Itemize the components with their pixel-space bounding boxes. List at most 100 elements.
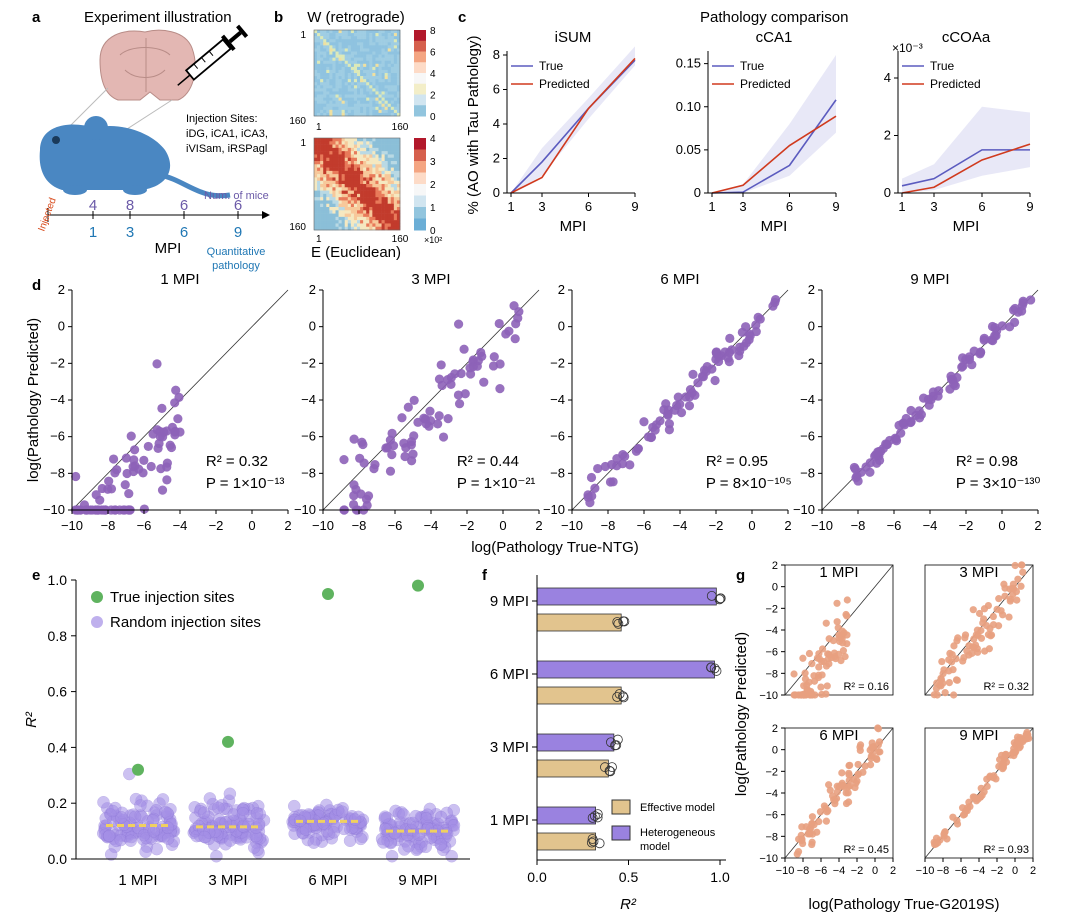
heatmap-cell bbox=[326, 95, 329, 98]
heatmap-cell bbox=[342, 39, 345, 42]
heatmap-cell bbox=[394, 48, 397, 51]
heatmap-cell bbox=[323, 70, 326, 73]
data-point bbox=[1017, 306, 1026, 315]
heatmap-cell bbox=[372, 48, 375, 51]
heatmap-cell bbox=[329, 187, 332, 191]
heatmap-cell bbox=[342, 161, 345, 165]
heatmap-cell bbox=[354, 141, 357, 145]
heatmap-cell bbox=[348, 48, 351, 51]
heatmap-cell bbox=[354, 39, 357, 42]
heatmap-cell bbox=[336, 36, 339, 39]
heatmap-cell bbox=[357, 70, 360, 73]
heatmap-cell bbox=[357, 148, 360, 152]
heatmap-cell bbox=[317, 48, 320, 51]
heatmap-cell bbox=[385, 82, 388, 85]
random-site-point bbox=[107, 805, 119, 817]
heatmap-cell bbox=[385, 79, 388, 82]
x-tick-label: −4 bbox=[173, 518, 188, 533]
data-point bbox=[882, 440, 891, 449]
heatmap-cell bbox=[382, 64, 385, 67]
heatmap-cell bbox=[339, 210, 342, 214]
heatmap-cell bbox=[394, 36, 397, 39]
heatmap-cell bbox=[388, 158, 391, 162]
heatmap-cell bbox=[375, 33, 378, 36]
heatmap-cell bbox=[339, 52, 342, 55]
heatmap-cell bbox=[348, 104, 351, 107]
data-point bbox=[690, 391, 699, 400]
heatmap-cell bbox=[366, 30, 369, 33]
heatmap-cell bbox=[394, 85, 397, 88]
heatmap-cell bbox=[351, 39, 354, 42]
heatmap-cell bbox=[351, 174, 354, 178]
data-point bbox=[735, 343, 744, 352]
heatmap-cell bbox=[332, 204, 335, 208]
heatmap-cell bbox=[375, 64, 378, 67]
heatmap-cell bbox=[320, 42, 323, 45]
heatmap-cell bbox=[369, 204, 372, 208]
heatmap-cell bbox=[317, 151, 320, 155]
heatmap-cell bbox=[320, 70, 323, 73]
data-point bbox=[974, 649, 981, 656]
heatmap-cell bbox=[363, 42, 366, 45]
heatmap-cell bbox=[369, 79, 372, 82]
heatmap-cell bbox=[394, 70, 397, 73]
heatmap-cell bbox=[391, 67, 394, 70]
heatmap-cell bbox=[357, 98, 360, 101]
heatmap-cell bbox=[369, 104, 372, 107]
heatmap-cell bbox=[382, 88, 385, 91]
heatmap-cell bbox=[375, 101, 378, 104]
heatmap-cell bbox=[357, 36, 360, 39]
panel-label-a: a bbox=[32, 9, 41, 26]
heatmap-cell bbox=[360, 101, 363, 104]
heatmap-cell bbox=[332, 79, 335, 82]
heatmap-cell bbox=[382, 67, 385, 70]
heatmap-cell bbox=[323, 174, 326, 178]
heatmap-cell bbox=[317, 164, 320, 168]
heatmap-cell bbox=[339, 98, 342, 101]
data-point bbox=[386, 436, 395, 445]
data-point bbox=[998, 752, 1005, 759]
heatmap-cell bbox=[336, 33, 339, 36]
random-site-point bbox=[355, 833, 367, 845]
heatmap-cell bbox=[320, 98, 323, 101]
heatmap-cell bbox=[360, 36, 363, 39]
heatmap-cell bbox=[351, 95, 354, 98]
heatmap-cell bbox=[345, 39, 348, 42]
heatmap-cell bbox=[363, 107, 366, 110]
heatmap-cell bbox=[363, 67, 366, 70]
colorbar-top-segment bbox=[414, 105, 426, 116]
heatmap-cell bbox=[379, 151, 382, 155]
heatmap-cell bbox=[385, 138, 388, 142]
heatmap-cell bbox=[369, 39, 372, 42]
heatmap-cell bbox=[385, 101, 388, 104]
heatmap-cell bbox=[388, 207, 391, 211]
heatmap-cell bbox=[314, 30, 317, 33]
heatmap-top-title: W (retrograde) bbox=[307, 9, 405, 26]
heatmap-cell bbox=[391, 101, 394, 104]
heatmap-cell bbox=[326, 101, 329, 104]
heatmap-cell bbox=[360, 67, 363, 70]
heatmap-cell bbox=[363, 33, 366, 36]
heatmap-cell bbox=[382, 207, 385, 211]
data-point bbox=[152, 359, 161, 368]
heatmap-cell bbox=[372, 164, 375, 168]
heatmap-cell bbox=[336, 48, 339, 51]
heatmap-cell bbox=[366, 207, 369, 211]
heatmap-cell bbox=[363, 95, 366, 98]
heatmap-cell bbox=[345, 91, 348, 94]
heatmap-cell bbox=[360, 39, 363, 42]
heatmap-cell bbox=[323, 91, 326, 94]
heatmap-cell bbox=[317, 82, 320, 85]
heatmap-cell bbox=[382, 177, 385, 181]
heatmap-cell bbox=[369, 181, 372, 185]
heatmap-cell bbox=[323, 79, 326, 82]
heatmap-cell bbox=[363, 223, 366, 227]
y-tick-label: 0 bbox=[884, 185, 891, 200]
random-site-point bbox=[134, 800, 146, 812]
heatmap-cell bbox=[369, 158, 372, 162]
heatmap-cell bbox=[317, 214, 320, 218]
heatmap-cell bbox=[348, 191, 351, 195]
y-tick-label: 0 bbox=[309, 319, 316, 334]
heatmap-cell bbox=[382, 171, 385, 175]
heatmap-cell bbox=[394, 214, 397, 218]
